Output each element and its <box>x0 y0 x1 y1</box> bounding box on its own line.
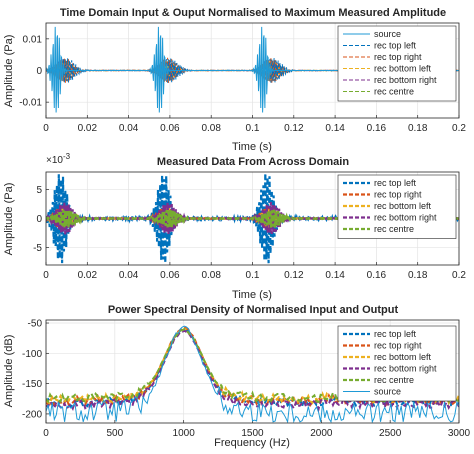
chart-title: Power Spectral Density of Normalised Inp… <box>108 304 399 316</box>
x-tick-label: 0.08 <box>201 123 221 134</box>
x-tick-label: 0.18 <box>408 123 428 134</box>
plot-border <box>45 171 460 266</box>
x-tick-label: 0.06 <box>160 270 180 281</box>
x-tick-label: 0 <box>43 270 49 281</box>
legend-label: rec top left <box>374 329 417 339</box>
x-axis-label: Frequency (Hz) <box>214 437 290 449</box>
x-tick-label: 1500 <box>241 428 264 439</box>
series-line-rec-bottom-right <box>46 329 459 413</box>
legend-label: rec top left <box>374 41 417 51</box>
x-tick-label: 0.1 <box>246 270 260 281</box>
x-tick-label: 0 <box>43 123 49 134</box>
psd-chart: Power Spectral Density of Normalised Inp… <box>3 304 471 449</box>
x-tick-label: 0.04 <box>119 123 139 134</box>
y-tick-label: -50 <box>28 319 43 330</box>
x-tick-label: 0.04 <box>119 270 139 281</box>
y-tick-label: 5 <box>36 185 42 196</box>
legend-label: rec bottom left <box>374 64 432 74</box>
x-tick-label: 1000 <box>173 428 196 439</box>
series-line-rec-top-left <box>46 327 459 410</box>
time-domain-chart: Time Domain Input & Ouput Normalised to … <box>3 7 466 153</box>
x-tick-label: 2500 <box>379 428 402 439</box>
y-axis-label: Amplitude (Pa) <box>3 35 15 108</box>
legend-label: rec top right <box>374 52 422 62</box>
y-tick-label: -150 <box>22 379 42 390</box>
x-tick-label: 0.06 <box>160 123 180 134</box>
tick-labels: 0 500 1000 1500 2000 2500 3000 -50 -100 -150 -200 <box>22 319 471 439</box>
measured-data-chart: Measured Data From Across Domain ×10-3 0… <box>3 152 466 301</box>
x-tick-label: 0.16 <box>367 123 387 134</box>
x-axis-label: Time (s) <box>232 141 272 153</box>
legend-label: rec bottom right <box>374 364 437 374</box>
legend-label: rec bottom left <box>374 201 432 211</box>
x-tick-label: 0.2 <box>452 123 466 134</box>
x-tick-label: 0.12 <box>284 270 304 281</box>
y-tick-label: -100 <box>22 349 42 360</box>
x-tick-label: 3000 <box>448 428 471 439</box>
chart-title: Measured Data From Across Domain <box>157 156 349 168</box>
y-tick-label: 0 <box>36 214 42 225</box>
legend-label: rec bottom right <box>374 213 437 223</box>
x-tick-label: 0.14 <box>325 123 345 134</box>
legend-label: rec bottom left <box>374 352 432 362</box>
x-tick-label: 0.12 <box>284 123 304 134</box>
y-tick-label: -5 <box>33 243 42 254</box>
y-tick-label: 0.01 <box>23 34 43 45</box>
x-tick-label: 500 <box>106 428 123 439</box>
y-tick-label: -0.01 <box>19 98 42 109</box>
x-tick-label: 2000 <box>310 428 333 439</box>
x-tick-label: 0.02 <box>78 270 98 281</box>
legend-label: rec top right <box>374 341 422 351</box>
legend-label: source <box>374 29 401 39</box>
y-axis-label: Amplitude (Pa) <box>3 183 15 256</box>
y-tick-label: 0 <box>36 66 42 77</box>
x-tick-label: 0.16 <box>367 270 387 281</box>
legend-label: rec centre <box>374 375 414 385</box>
x-tick-label: 0.2 <box>452 270 466 281</box>
x-tick-label: 0.1 <box>246 123 260 134</box>
legend-box <box>337 25 457 102</box>
series-line-source <box>46 325 459 423</box>
y-exponent-label: ×10-3 <box>46 152 71 166</box>
legend-box <box>337 325 457 402</box>
x-tick-label: 0.14 <box>325 270 345 281</box>
x-tick-label: 0.08 <box>201 270 221 281</box>
x-tick-label: 0.18 <box>408 270 428 281</box>
legend-label: rec centre <box>374 87 414 97</box>
chart-title: Time Domain Input & Ouput Normalised to … <box>60 7 446 19</box>
legend-label: rec bottom right <box>374 75 437 85</box>
legend-label: rec top left <box>374 178 417 188</box>
plot-border <box>45 319 460 424</box>
plot-border <box>45 22 460 119</box>
tick-labels: 0 0.02 0.04 0.06 0.08 0.1 0.12 0.14 0.16 0.18 0.2 0… <box>19 34 466 134</box>
series-line-rec-top-right <box>46 57 459 84</box>
legend-label: rec top right <box>374 190 422 200</box>
legend-label: rec centre <box>374 224 414 234</box>
x-axis-label: Time (s) <box>232 289 272 301</box>
tick-labels: 0 0.02 0.04 0.06 0.08 0.1 0.12 0.14 0.16 0.18 0.2 5… <box>33 185 466 281</box>
y-tick-label: -200 <box>22 409 42 420</box>
y-axis-label: Amplitude (dB) <box>3 335 15 408</box>
x-tick-label: 0 <box>43 428 49 439</box>
legend-label: source <box>374 387 401 397</box>
x-tick-label: 0.02 <box>78 123 98 134</box>
